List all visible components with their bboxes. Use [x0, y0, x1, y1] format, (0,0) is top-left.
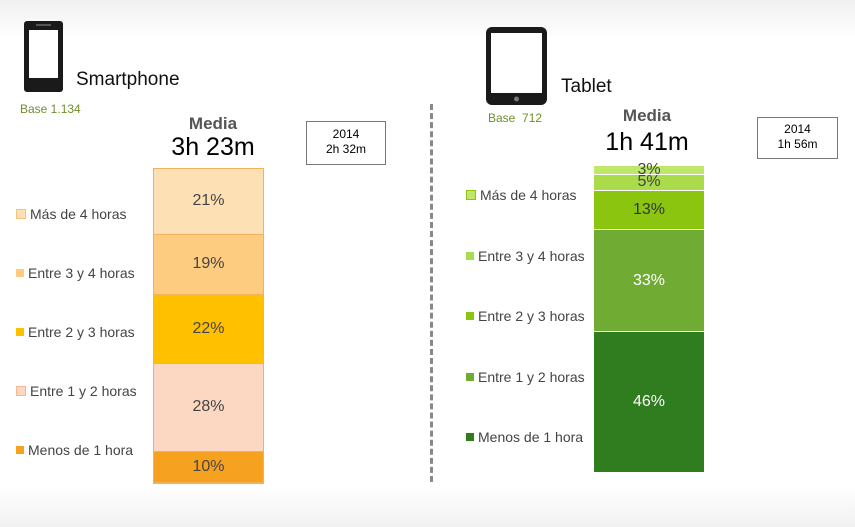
tablet-stacked-bar: 3% 5% 13% 33% 46%	[594, 162, 704, 473]
bar-segment: 22%	[154, 294, 263, 364]
smartphone-icon	[23, 20, 64, 98]
tablet-base: Base 712	[488, 111, 543, 125]
smartphone-2014-year: 2014	[332, 127, 360, 141]
legend-item: Más de 4 horas	[466, 187, 577, 203]
smartphone-media-value: 3h 23m	[171, 133, 255, 161]
tablet-icon	[485, 26, 548, 111]
legend-swatch	[466, 190, 476, 200]
legend-label: Entre 3 y 4 horas	[28, 265, 135, 281]
smartphone-base: Base 1.134	[20, 102, 81, 116]
legend-label: Menos de 1 hora	[478, 429, 584, 445]
legend-swatch	[466, 252, 474, 260]
bar-segment: 28%	[154, 363, 263, 452]
legend-swatch	[466, 312, 474, 320]
legend-item: Menos de 1 hora	[466, 429, 583, 445]
legend-item: Más de 4 horas	[16, 206, 127, 222]
bar-segment: 46%	[594, 331, 704, 473]
data-label: 21%	[192, 192, 225, 210]
bar-segment: 19%	[154, 234, 263, 295]
legend-swatch	[16, 446, 24, 454]
smartphone-media-label: Media	[188, 114, 238, 133]
legend-swatch	[16, 269, 24, 277]
smartphone-2014-box: 2014 2h 32m	[306, 121, 386, 165]
data-label: 3%	[637, 161, 661, 179]
data-label: 28%	[192, 398, 225, 416]
bar-segment: 21%	[154, 169, 263, 235]
data-label: 10%	[192, 457, 225, 475]
legend-item: Entre 3 y 4 horas	[466, 248, 585, 264]
bar-segment: 5%	[594, 173, 704, 191]
legend-item: Entre 2 y 3 horas	[466, 308, 585, 324]
bar-segment: 33%	[594, 230, 704, 332]
data-label: 19%	[192, 255, 225, 273]
data-label: 33%	[632, 271, 666, 289]
divider	[430, 104, 433, 482]
legend-label: Entre 1 y 2 horas	[30, 383, 137, 399]
legend-swatch	[16, 386, 26, 396]
legend-item: Entre 1 y 2 horas	[466, 369, 585, 385]
bar-segment: 3%	[594, 162, 704, 178]
legend-label: Entre 2 y 3 horas	[478, 308, 585, 324]
legend-label: Entre 1 y 2 horas	[478, 369, 585, 385]
legend-item: Entre 2 y 3 horas	[16, 324, 135, 340]
legend-item: Entre 3 y 4 horas	[16, 265, 135, 281]
tablet-2014-value: 1h 56m	[777, 137, 818, 151]
tablet-media-value: 1h 41m	[605, 128, 689, 156]
legend-swatch	[16, 328, 24, 336]
legend-label: Más de 4 horas	[30, 206, 127, 222]
tablet-title: Tablet	[561, 76, 612, 97]
legend-item: Entre 1 y 2 horas	[16, 383, 137, 399]
smartphone-title: Smartphone	[76, 69, 180, 90]
smartphone-2014-value: 2h 32m	[325, 142, 367, 156]
legend-swatch	[466, 433, 474, 441]
legend-label: Menos de 1 hora	[28, 442, 134, 458]
smartphone-stacked-bar: 21% 19% 22% 28% 10%	[153, 168, 264, 484]
legend-label: Entre 2 y 3 horas	[28, 324, 135, 340]
legend-swatch	[16, 209, 26, 219]
bar-segment: 10%	[154, 451, 263, 483]
bar-segment: 13%	[594, 190, 704, 231]
legend-item: Menos de 1 hora	[16, 442, 133, 458]
legend-label: Entre 3 y 4 horas	[478, 248, 585, 264]
legend-label: Más de 4 horas	[480, 187, 577, 203]
tablet-2014-box: 2014 1h 56m	[757, 117, 838, 159]
data-label: 13%	[632, 201, 666, 218]
data-label: 46%	[632, 392, 666, 410]
tablet-media-label: Media	[622, 106, 672, 125]
legend-swatch	[466, 373, 474, 381]
data-label: 22%	[192, 319, 225, 337]
tablet-2014-year: 2014	[784, 122, 811, 136]
data-label: 5%	[637, 173, 661, 191]
